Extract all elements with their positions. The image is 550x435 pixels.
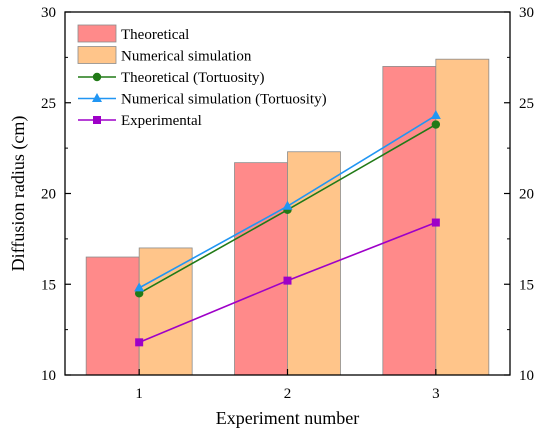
x-tick-label-2: 2 bbox=[284, 386, 292, 402]
y-axis-title: Diffusion radius (cm) bbox=[8, 116, 29, 272]
legend-label-theoretical: Theoretical bbox=[121, 27, 189, 43]
y-tick-label-left: 25 bbox=[41, 96, 56, 112]
legend: Theoretical Numerical simulation Theoretic… bbox=[77, 24, 327, 129]
y-tick-label-left: 10 bbox=[41, 368, 56, 384]
x-tick-label-1: 1 bbox=[135, 386, 143, 402]
legend-marker-experimental bbox=[93, 116, 101, 124]
lines-layer bbox=[134, 109, 441, 347]
legend-marker-numerical-simulation-tortuosity bbox=[92, 93, 102, 102]
point-experimental-1 bbox=[135, 338, 144, 347]
y-tick-label-left: 20 bbox=[41, 187, 56, 203]
y-tick-label-right: 30 bbox=[519, 5, 534, 21]
bars-layer bbox=[85, 58, 490, 376]
bar-theoretical-3 bbox=[382, 66, 437, 376]
y-tick-label-right: 15 bbox=[519, 277, 534, 293]
legend-label-theoretical-tortuosity: Theoretical (Tortuosity) bbox=[121, 70, 264, 86]
x-axis-title: Experiment number bbox=[216, 408, 359, 428]
y-tick-label-right: 20 bbox=[519, 187, 534, 203]
y-tick-label-left: 15 bbox=[41, 277, 56, 293]
y-tick-label-right: 25 bbox=[519, 96, 534, 112]
legend-swatch-numerical-simulation bbox=[77, 46, 117, 64]
y-tick-label-right: 10 bbox=[519, 368, 534, 384]
point-theoretical-tortuosity-3 bbox=[431, 120, 441, 129]
legend-marker-theoretical-tortuosity bbox=[92, 72, 102, 82]
y-tick-label-left: 30 bbox=[41, 5, 56, 21]
ticks-layer: 10 10 15 15 20 20 25 25 30 30 1 2 3 bbox=[41, 5, 534, 402]
legend-label-numerical-simulation-tortuosity: Numerical simulation (Tortuosity) bbox=[121, 92, 327, 108]
point-experimental-3 bbox=[431, 218, 440, 227]
point-numerical-simulation-tortuosity-2 bbox=[282, 200, 293, 210]
bar-numerical-simulation-1 bbox=[138, 247, 193, 376]
legend-label-experimental: Experimental bbox=[121, 113, 202, 129]
bar-theoretical-1 bbox=[85, 256, 140, 376]
x-tick-label-3: 3 bbox=[432, 386, 440, 402]
bar-numerical-simulation-3 bbox=[435, 58, 490, 376]
legend-swatch-theoretical bbox=[77, 24, 117, 43]
point-experimental-2 bbox=[283, 276, 292, 285]
point-numerical-simulation-tortuosity-1 bbox=[134, 282, 145, 292]
point-numerical-simulation-tortuosity-3 bbox=[430, 109, 441, 119]
legend-label-numerical-simulation: Numerical simulation bbox=[121, 49, 252, 65]
bar-theoretical-2 bbox=[234, 162, 288, 376]
